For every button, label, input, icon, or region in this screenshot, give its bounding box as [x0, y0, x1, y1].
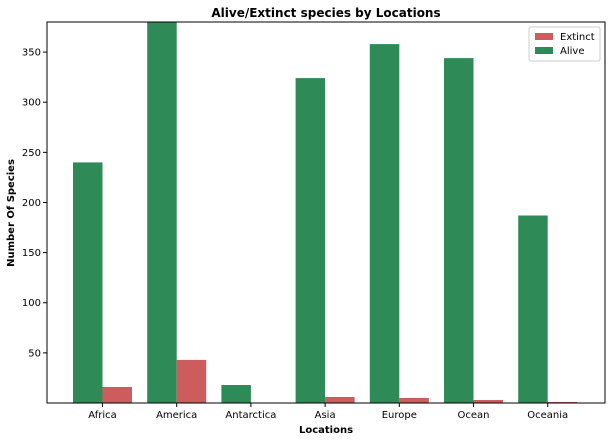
bar-alive-asia — [295, 78, 326, 403]
x-tick-label: Ocean — [458, 410, 490, 421]
x-tick-label: America — [156, 410, 197, 421]
x-axis-title: Locations — [299, 425, 353, 436]
bar-alive-ocean — [444, 58, 474, 403]
y-tick-label: 50 — [28, 348, 41, 359]
bar-extinct-asia — [325, 397, 355, 403]
bar-alive-antarctica — [221, 385, 251, 403]
bar-alive-oceania — [518, 215, 548, 403]
legend-label-alive: Alive — [560, 46, 584, 57]
chart-title: Alive/Extinct species by Locations — [211, 6, 440, 20]
y-tick-label: 150 — [22, 248, 41, 259]
legend-swatch-alive — [535, 47, 553, 54]
plot-area: Africa America Antarctica Asia Europe Ocean Oc… — [22, 22, 578, 421]
plot-frame — [46, 21, 606, 404]
legend: Extinct Alive — [528, 26, 601, 62]
x-tick-label: Europe — [382, 410, 417, 421]
bar-extinct-europe — [399, 398, 429, 403]
y-tick-label: 100 — [22, 298, 41, 309]
x-tick-label: Asia — [315, 410, 336, 421]
y-tick-label: 250 — [22, 148, 41, 159]
bar-extinct-america — [176, 359, 207, 403]
y-axis-title: Number Of Species — [6, 159, 17, 267]
legend-swatch-extinct — [535, 33, 553, 40]
bar-alive-america — [147, 22, 177, 403]
bar-alive-africa — [73, 162, 103, 403]
y-tick-label: 350 — [22, 48, 41, 59]
x-tick-label: Africa — [88, 410, 117, 421]
x-tick-label: Oceania — [527, 410, 568, 421]
y-tick-label: 300 — [22, 98, 41, 109]
legend-label-extinct: Extinct — [560, 32, 595, 43]
bar-extinct-ocean — [473, 400, 503, 403]
bar-alive-europe — [369, 44, 400, 403]
x-tick-label: Antarctica — [225, 410, 276, 421]
y-tick-label: 200 — [22, 198, 41, 209]
bar-extinct-africa — [102, 387, 132, 403]
